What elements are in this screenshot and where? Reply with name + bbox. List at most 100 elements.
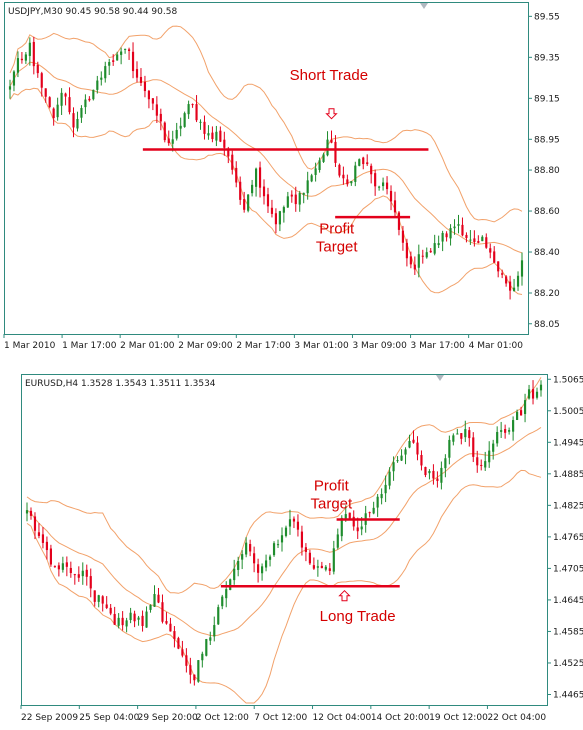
candle: [223, 131, 226, 156]
candle: [229, 578, 232, 591]
candle: [57, 562, 60, 577]
candle: [100, 71, 103, 86]
x-tick-label: 14 Oct 20:00: [371, 713, 430, 723]
candle: [25, 502, 29, 522]
candle: [272, 541, 276, 557]
candle: [284, 525, 288, 538]
candle: [85, 564, 88, 586]
candle: [262, 179, 266, 205]
candle: [334, 135, 337, 168]
y-tick-label: 1.5065: [553, 375, 583, 385]
candle: [97, 594, 100, 608]
candle: [348, 512, 351, 519]
candle: [497, 261, 500, 278]
x-tick-label: 22 Oct 04:00: [487, 713, 546, 723]
candle: [404, 447, 407, 465]
candle: [509, 275, 512, 300]
candle: [324, 565, 327, 572]
candle: [56, 97, 59, 121]
candle: [512, 278, 516, 292]
candle: [253, 546, 256, 573]
candle: [278, 210, 281, 232]
candle: [177, 636, 180, 650]
candle: [527, 384, 531, 400]
candle: [356, 517, 359, 539]
candle: [129, 607, 132, 624]
candle: [133, 610, 136, 628]
plot-frame: [21, 374, 548, 706]
candle: [492, 439, 495, 460]
candle: [81, 562, 84, 585]
candle: [187, 100, 190, 119]
candle: [52, 107, 55, 126]
candle: [294, 186, 297, 212]
candle: [523, 393, 527, 423]
candle: [445, 231, 448, 242]
candle: [270, 199, 274, 218]
candle: [473, 230, 476, 247]
candle: [137, 615, 140, 626]
plot-frame: [4, 2, 529, 335]
candle: [211, 126, 214, 143]
candle: [73, 573, 76, 585]
candle: [420, 450, 423, 471]
candle: [159, 108, 162, 131]
candle: [413, 256, 416, 275]
candle: [392, 456, 395, 481]
arrow-up-icon: [338, 589, 351, 602]
x-tick-label: 3 Mar 09:00: [352, 341, 407, 351]
candle: [243, 191, 246, 213]
candle: [61, 556, 64, 573]
candle: [241, 550, 244, 570]
candle: [65, 556, 68, 577]
candle: [120, 47, 123, 65]
candle: [531, 380, 535, 405]
candle: [109, 603, 112, 616]
candle: [452, 433, 455, 446]
candle: [231, 150, 234, 175]
y-tick-label: 88.60: [534, 207, 560, 217]
x-tick-label: 29 Sep 20:00: [138, 713, 198, 723]
y-tick-label: 1.4585: [553, 627, 583, 637]
bollinger-lower-band: [26, 469, 542, 704]
x-tick-label: 2 Mar 09:00: [178, 341, 233, 351]
candle: [469, 230, 472, 245]
candle: [167, 130, 170, 146]
candle: [516, 409, 519, 421]
candle: [298, 190, 301, 212]
candle: [504, 424, 507, 439]
candle: [257, 558, 260, 583]
y-tick-label: 88.20: [534, 289, 560, 299]
candle: [437, 235, 440, 249]
x-tick-label: 12 Oct 04:00: [313, 713, 372, 723]
candle: [378, 185, 381, 191]
candle: [145, 606, 148, 628]
candle: [185, 648, 188, 673]
candle: [535, 387, 539, 400]
y-tick-label: 89.35: [534, 53, 560, 63]
candle: [493, 246, 496, 263]
candle: [300, 525, 304, 556]
y-tick-label: 88.05: [534, 320, 560, 330]
candle: [366, 154, 369, 166]
candle: [322, 152, 325, 163]
candle: [488, 441, 491, 468]
candle: [389, 185, 393, 211]
candle: [320, 561, 323, 569]
x-tick-label: 4 Mar 01:00: [469, 341, 524, 351]
candle: [440, 461, 443, 490]
candle: [425, 247, 428, 259]
candle: [135, 61, 139, 83]
candle: [296, 514, 300, 537]
candle: [397, 211, 401, 236]
annotation-label: Target: [316, 239, 359, 256]
candle: [268, 554, 272, 567]
candle: [400, 449, 403, 462]
candle: [33, 512, 37, 540]
candle: [484, 451, 487, 471]
candle: [143, 75, 147, 98]
candle: [141, 610, 144, 632]
x-tick-label: 2 Oct 12:00: [196, 713, 249, 723]
candle: [157, 587, 160, 604]
candle: [116, 51, 119, 61]
